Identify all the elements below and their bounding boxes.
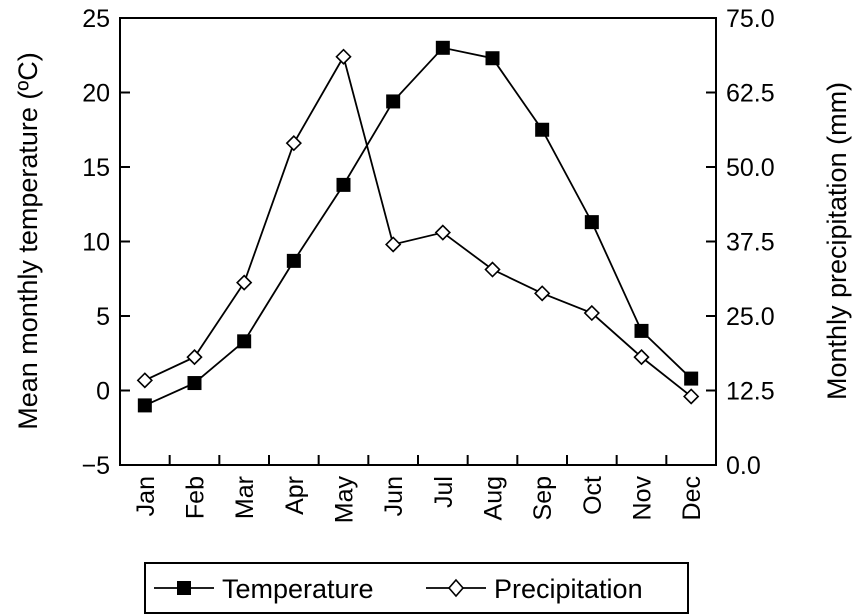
y2-tick-label: 75.0 — [726, 5, 775, 33]
precipitation-point — [434, 224, 451, 241]
right-axis-ticks: 0.0 12.5 25.0 37.5 50.0 62.5 75.0 — [706, 5, 775, 480]
temperature-point — [137, 398, 152, 413]
temperature-line — [144, 46, 692, 407]
x-tick-label: Jul — [430, 476, 458, 508]
y-tick-label: 0 — [96, 378, 110, 406]
x-tick-label: Dec — [678, 476, 706, 520]
y2-tick-label: 37.5 — [726, 229, 775, 257]
precipitation-point — [236, 274, 253, 291]
precipitation-point — [534, 285, 551, 302]
temperature-point — [584, 215, 599, 230]
precipitation-point — [484, 261, 501, 278]
precipitation-line — [144, 54, 692, 398]
y-tick-label: 20 — [82, 80, 110, 108]
precipitation-point — [385, 236, 402, 253]
legend: Temperature Precipitation — [144, 562, 689, 614]
left-axis-ticks: −5 0 5 10 15 20 25 — [81, 5, 130, 480]
x-tick-label: Aug — [480, 476, 508, 520]
y-tick-label: 25 — [82, 5, 110, 33]
precipitation-point — [186, 348, 203, 366]
x-tick-label: May — [331, 476, 359, 524]
precipitation-point — [633, 348, 650, 366]
legend-temperature-marker — [177, 581, 191, 595]
x-tick-label: Jun — [380, 476, 408, 516]
temperature-point — [435, 40, 450, 55]
legend-precipitation-marker — [447, 578, 465, 598]
precipitation-point — [583, 304, 600, 322]
legend-temperature-label: Temperature — [222, 574, 374, 604]
x-tick-label: Jan — [132, 476, 160, 516]
y2-axis-title: Monthly precipitation (mm) — [822, 82, 852, 400]
legend-box — [144, 562, 689, 614]
temperature-point — [286, 253, 301, 268]
precipitation-point — [683, 388, 700, 405]
x-tick-label: Mar — [231, 476, 259, 519]
temperature-point — [535, 122, 550, 137]
y2-tick-label: 62.5 — [726, 80, 775, 108]
precipitation-point — [335, 48, 352, 65]
temperature-point — [237, 334, 252, 349]
precipitation-point — [285, 135, 302, 152]
precipitation-point — [136, 372, 153, 389]
temperature-point — [634, 323, 649, 338]
temperature-point — [684, 371, 699, 386]
plot-frame — [119, 17, 717, 466]
x-tick-label: Sep — [529, 476, 557, 520]
y2-tick-label: 12.5 — [726, 378, 775, 406]
y-tick-label: 5 — [96, 303, 110, 331]
y2-tick-label: 25.0 — [726, 303, 775, 331]
x-tick-label: Nov — [629, 476, 657, 521]
temperature-point — [336, 177, 351, 192]
temperature-point — [187, 376, 202, 391]
y-tick-label: 10 — [82, 229, 110, 257]
legend-precipitation-label: Precipitation — [494, 574, 643, 604]
y2-tick-label: 0.0 — [726, 452, 761, 480]
y-tick-label: −5 — [81, 452, 110, 480]
temperature-point — [386, 94, 401, 109]
x-tick-label: Oct — [579, 476, 607, 515]
y2-tick-label: 50.0 — [726, 154, 775, 182]
x-tick-label: Apr — [281, 476, 309, 515]
temperature-point — [485, 51, 500, 66]
x-axis-ticks: Jan Feb Mar Apr May Jun Jul Aug Sep Oct Nov Dec — [132, 455, 706, 523]
y-tick-label: 15 — [82, 154, 110, 182]
series-layer — [136, 40, 700, 413]
y-axis-title: Mean monthly temperature (ºC) — [13, 52, 43, 430]
x-tick-label: Feb — [182, 476, 210, 519]
